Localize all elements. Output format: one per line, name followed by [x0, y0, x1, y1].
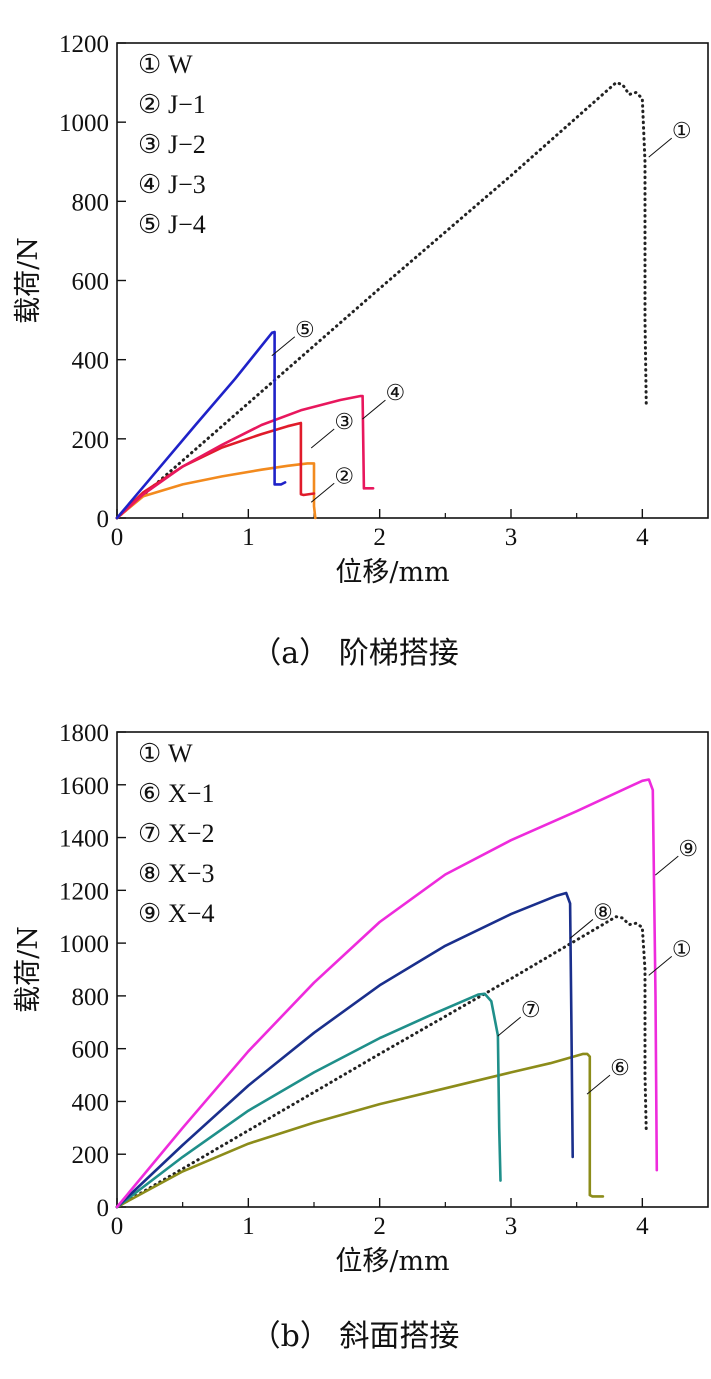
- annotation-label: ⑤: [295, 317, 315, 342]
- x-tick-label: 3: [505, 524, 518, 551]
- legend-label: W: [168, 739, 193, 768]
- y-tick-label: 200: [72, 1142, 110, 1169]
- series-line-1: [115, 915, 648, 1209]
- y-tick-label: 0: [97, 1195, 110, 1222]
- x-tick-label: 3: [505, 1213, 518, 1240]
- series-line-3: [115, 421, 316, 520]
- legend-label: X−3: [168, 859, 214, 888]
- legend-label: J−2: [168, 130, 206, 159]
- legend-marker: ③: [138, 130, 161, 159]
- legend-marker: ⑨: [138, 899, 161, 928]
- y-tick-label: 800: [72, 189, 110, 216]
- annotation-label: ①: [672, 118, 692, 143]
- series-line-2: [115, 1052, 605, 1209]
- annotation-leader: [362, 399, 386, 420]
- y-tick-label: 0: [97, 506, 110, 533]
- x-tick-label: 4: [636, 524, 649, 551]
- series-line-1: [115, 81, 648, 520]
- annotation-leader: [271, 336, 296, 357]
- legend-label: X−4: [168, 899, 214, 928]
- plot-frame: [116, 731, 709, 1208]
- figure-caption: （a） 阶梯搭接: [251, 636, 458, 671]
- annotation-label: ③: [334, 409, 354, 434]
- y-tick-label: 400: [72, 1089, 110, 1116]
- y-axis-title: 载荷/N: [13, 926, 44, 1013]
- series-line-4: [115, 891, 575, 1209]
- series-line-3: [115, 992, 502, 1209]
- annotation-leader: [654, 855, 679, 876]
- x-tick-label: 0: [111, 1213, 124, 1240]
- annotation-label: ⑦: [521, 997, 541, 1022]
- annotation-leader: [569, 919, 594, 939]
- annotation-label: ⑨: [678, 836, 698, 861]
- annotation-label: ④: [386, 380, 406, 405]
- y-tick-label: 1800: [59, 720, 109, 747]
- legend-marker: ⑦: [138, 819, 161, 848]
- legend-marker: ①: [138, 50, 161, 79]
- x-tick-label: 1: [242, 524, 255, 551]
- annotation-leader: [586, 1074, 611, 1095]
- series-line-5: [115, 778, 659, 1209]
- legend-label: X−2: [168, 819, 214, 848]
- x-tick-label: 4: [636, 1213, 649, 1240]
- legend-marker: ①: [138, 739, 161, 768]
- x-tick-label: 2: [373, 1213, 386, 1240]
- x-axis-title: 位移/mm: [335, 1246, 449, 1277]
- annotation-leader: [648, 137, 673, 158]
- y-tick-label: 1200: [59, 31, 109, 58]
- legend-label: J−3: [168, 170, 206, 199]
- x-tick-label: 1: [242, 1213, 255, 1240]
- legend-marker: ⑥: [138, 779, 161, 808]
- y-tick-label: 1000: [59, 110, 109, 137]
- annotation-leader: [648, 956, 673, 976]
- annotation-leader: [310, 428, 335, 449]
- y-tick-label: 1200: [59, 878, 109, 905]
- annotation-leader: [310, 482, 335, 503]
- annotation-label: ②: [334, 463, 354, 488]
- legend-marker: ④: [138, 170, 161, 199]
- series-line-5: [115, 330, 287, 520]
- y-axis-title: 载荷/N: [13, 237, 44, 324]
- legend-marker: ⑧: [138, 859, 161, 888]
- annotation-label: ⑥: [610, 1055, 630, 1080]
- annotation-label: ①: [672, 936, 692, 961]
- y-tick-label: 1400: [59, 826, 109, 853]
- x-axis-title: 位移/mm: [335, 557, 449, 588]
- legend-label: J−1: [168, 90, 206, 119]
- legend-label: W: [168, 50, 193, 79]
- y-tick-label: 400: [72, 348, 110, 375]
- annotation-leader: [497, 1016, 522, 1037]
- annotation-label: ⑧: [593, 899, 613, 924]
- y-tick-label: 200: [72, 427, 110, 454]
- x-tick-label: 0: [111, 524, 124, 551]
- series-line-4: [115, 394, 375, 520]
- legend-label: X−1: [168, 779, 214, 808]
- legend-marker: ⑤: [138, 210, 161, 239]
- y-tick-label: 600: [72, 269, 110, 296]
- legend-label: J−4: [168, 210, 206, 239]
- y-tick-label: 1600: [59, 773, 109, 800]
- chart-panel-a: 0 1 2 3 4 0 200 400 600 800 1000 1200 位移/mm 载荷/N ① W ② J−…: [13, 31, 709, 671]
- chart-panel-b: 0 1 2 3 4 0 200 400 600 800 1000 1200 1400 1600 1800 位移…: [0, 690, 711, 1379]
- y-tick-label: 600: [72, 1037, 110, 1064]
- x-tick-label: 2: [373, 524, 386, 551]
- figure-caption: （b） 斜面搭接: [251, 1319, 460, 1354]
- legend-marker: ②: [138, 90, 161, 119]
- y-tick-label: 1000: [59, 931, 109, 958]
- chart-svg-b: 0 1 2 3 4 0 200 400 600 800 1000 1200 1400 1600 1800 位移…: [13, 720, 709, 1354]
- y-tick-label: 800: [72, 984, 110, 1011]
